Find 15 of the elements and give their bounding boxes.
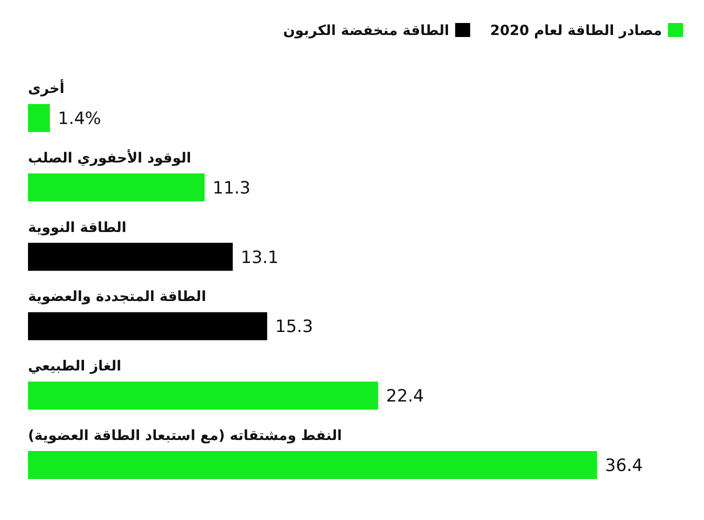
data-label: 36.4 xyxy=(605,456,643,476)
legend-label: مصادر الطاقة لعام 2020 xyxy=(490,23,662,39)
y-tick-label: الطاقة النووية xyxy=(28,220,126,236)
y-tick-label: الغاز الطبيعي xyxy=(28,358,122,375)
y-tick-label: الوقود الأحفوري الصلب xyxy=(28,148,192,166)
data-label: 15.3 xyxy=(275,317,314,338)
y-tick-label: أخرى xyxy=(28,79,64,97)
data-label: 13.1 xyxy=(240,248,279,268)
data-label: 11.3 xyxy=(212,178,250,198)
legend: مصادر الطاقة لعام 2020 الطاقة منخفضة الكربون xyxy=(283,23,683,39)
y-tick-label: النفط ومشتقاته (مع استبعاد الطاقة العضوية) xyxy=(28,428,342,444)
y-tick-label: الطاقة المتجددة والعضوية xyxy=(28,289,206,306)
data-label: 22.4 xyxy=(386,386,424,407)
legend-label: الطاقة منخفضة الكربون xyxy=(283,23,450,39)
data-label: 1.4% xyxy=(58,109,102,129)
